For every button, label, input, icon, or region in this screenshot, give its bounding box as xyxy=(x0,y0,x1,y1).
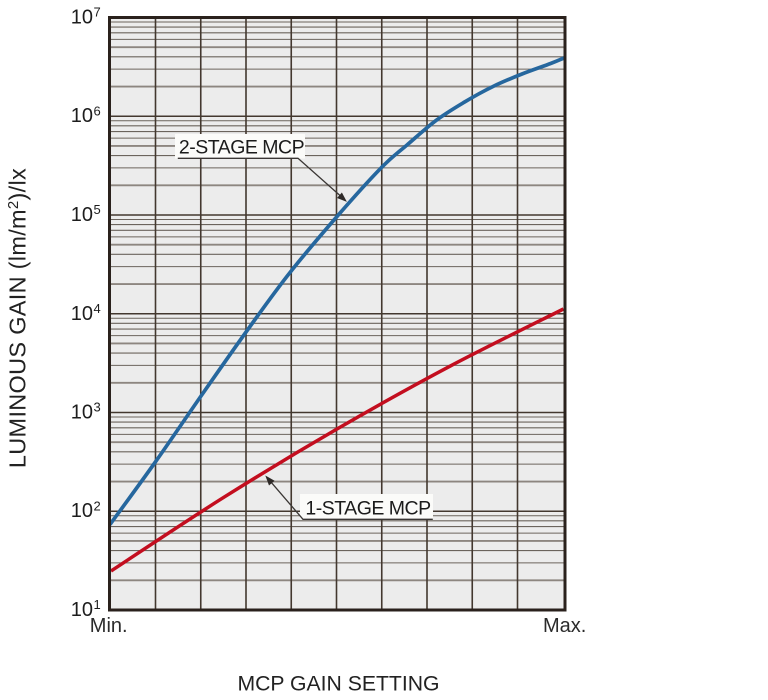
svg-text:10: 10 xyxy=(71,402,93,424)
svg-text:Max.: Max. xyxy=(543,615,586,637)
svg-text:1-STAGE MCP: 1-STAGE MCP xyxy=(305,497,430,519)
svg-text:LUMINOUS GAIN (lm/m2)/lx: LUMINOUS GAIN (lm/m2)/lx xyxy=(5,168,31,468)
svg-text:6: 6 xyxy=(94,104,101,119)
svg-text:2-STAGE MCP: 2-STAGE MCP xyxy=(179,136,304,158)
svg-text:10: 10 xyxy=(71,303,93,325)
svg-text:4: 4 xyxy=(94,301,101,316)
svg-text:1: 1 xyxy=(94,597,101,612)
svg-text:10: 10 xyxy=(71,7,93,29)
svg-text:10: 10 xyxy=(71,105,93,127)
svg-text:MCP GAIN SETTING: MCP GAIN SETTING xyxy=(237,672,439,695)
svg-text:5: 5 xyxy=(94,202,101,217)
svg-text:3: 3 xyxy=(94,400,101,415)
svg-text:2: 2 xyxy=(94,498,101,513)
svg-text:10: 10 xyxy=(71,500,93,522)
svg-text:7: 7 xyxy=(94,5,101,20)
svg-text:Min.: Min. xyxy=(90,615,128,637)
svg-text:10: 10 xyxy=(71,599,93,621)
svg-text:10: 10 xyxy=(71,204,93,226)
